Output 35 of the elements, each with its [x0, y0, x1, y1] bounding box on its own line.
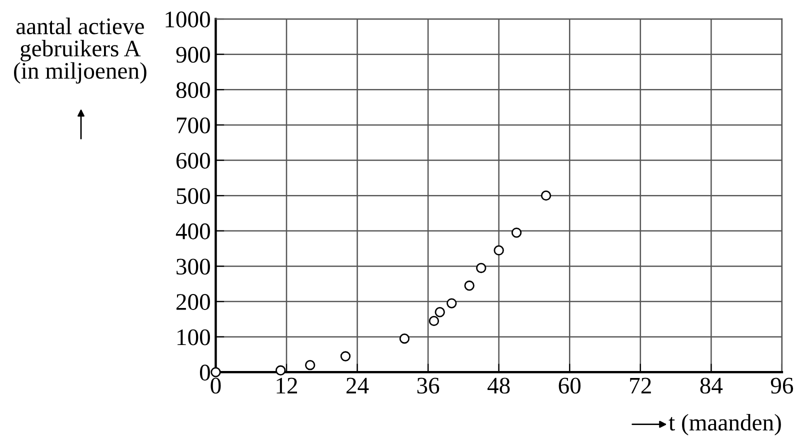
point	[494, 245, 504, 256]
x-tick-label: 48	[488, 378, 510, 394]
x-tick-label: 72	[630, 378, 651, 394]
point	[540, 190, 552, 201]
point	[511, 228, 522, 238]
y-tick-label: 400	[176, 223, 210, 240]
point	[446, 298, 457, 308]
x-axis-title: t (maanden)	[668, 414, 781, 436]
y-tick-label: 700	[177, 117, 210, 134]
point	[428, 316, 440, 326]
y-tick-label: 0	[200, 364, 210, 381]
y-axis-title: aantal actieve gebruikers A (in miljoenen)	[14, 18, 146, 84]
y-tick-label: 500	[176, 188, 210, 204]
x-tick-label: 12	[276, 378, 298, 394]
y-tick-label: 200	[176, 294, 210, 310]
point	[305, 360, 316, 370]
point	[399, 334, 410, 344]
y-tick-label: 800	[176, 82, 210, 98]
y-tick-label: 100	[178, 329, 210, 346]
point	[276, 365, 286, 376]
y-tick-label: 1000	[166, 11, 210, 28]
point	[210, 367, 221, 378]
point	[434, 307, 445, 318]
y-tick-label: 900	[176, 46, 210, 63]
x-tick-label: 0	[210, 378, 221, 394]
point	[340, 351, 351, 362]
x-tick-label: 24	[346, 378, 369, 394]
point	[476, 262, 486, 274]
x-tick-label: 96	[770, 378, 794, 394]
point	[464, 280, 474, 291]
x-tick-label: 60	[558, 378, 581, 394]
x-tick-label: 84	[700, 378, 723, 394]
y-tick-label: 600	[176, 152, 210, 169]
y-tick-label: 300	[176, 258, 210, 275]
x-tick-label: 36	[417, 378, 440, 394]
